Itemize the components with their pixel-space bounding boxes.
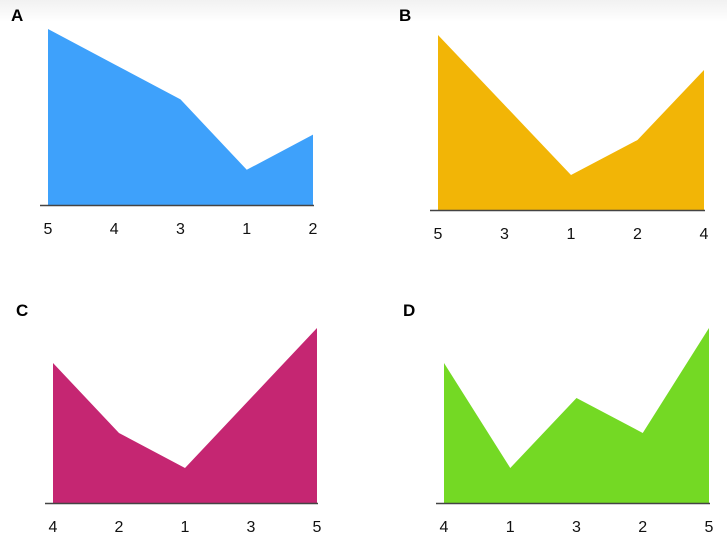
x-tick-label: 5	[44, 221, 53, 238]
x-tick-label: 4	[49, 519, 58, 536]
area-series	[48, 29, 313, 205]
x-tick-label: 2	[633, 226, 642, 243]
x-tick-label: 3	[247, 519, 256, 536]
x-tick-label: 1	[506, 519, 515, 536]
x-tick-label: 2	[638, 519, 647, 536]
x-tick-label: 1	[242, 221, 251, 238]
area-series	[444, 328, 709, 503]
x-tick-label: 4	[110, 221, 119, 238]
panel-label-b: B	[399, 6, 412, 25]
x-tick-label: 5	[313, 519, 322, 536]
panel-label-d: D	[403, 301, 416, 320]
x-tick-label: 3	[572, 519, 581, 536]
x-tick-label: 2	[309, 221, 318, 238]
x-tick-label: 5	[705, 519, 714, 536]
panel-label-c: C	[16, 301, 29, 320]
panel-label-a: A	[11, 6, 24, 25]
x-tick-label: 2	[115, 519, 124, 536]
x-tick-label: 3	[500, 226, 509, 243]
x-tick-label: 4	[700, 226, 709, 243]
x-tick-label: 4	[440, 519, 449, 536]
area-series	[438, 35, 704, 210]
x-tick-label: 3	[176, 221, 185, 238]
top-strip	[0, 0, 727, 22]
x-tick-label: 5	[434, 226, 443, 243]
area-series	[53, 328, 317, 503]
x-tick-label: 1	[567, 226, 576, 243]
x-tick-label: 1	[181, 519, 190, 536]
